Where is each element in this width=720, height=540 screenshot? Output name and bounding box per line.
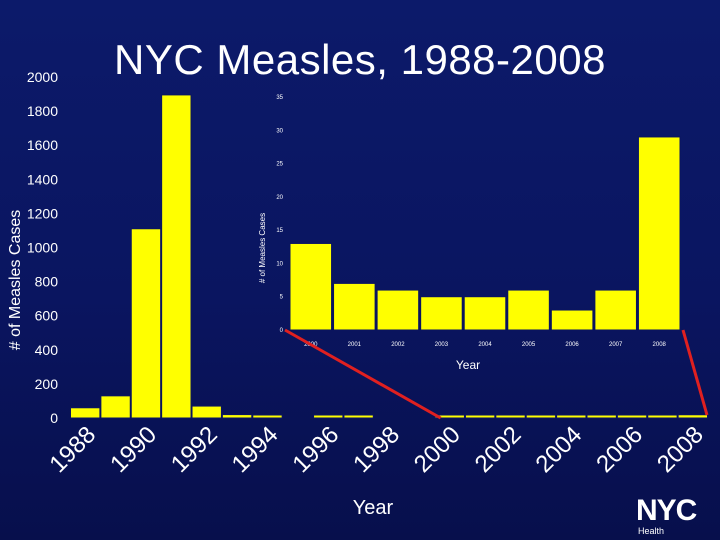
inset-x-tick-label: 2003 <box>435 342 449 348</box>
inset-bar-2003 <box>420 296 463 331</box>
inset-bar-2007 <box>594 289 637 331</box>
inset-bar-2005 <box>507 289 550 331</box>
main-bar-1990 <box>130 228 162 419</box>
inset-bar-2001 <box>333 282 376 331</box>
logo-text: NYC <box>636 494 697 527</box>
main-bar-2001 <box>464 414 496 419</box>
inset-x-tick-label: 2006 <box>565 342 579 348</box>
main-bar-1994 <box>252 414 283 419</box>
inset-x-tick-label: 2004 <box>478 342 492 348</box>
inset-x-axis: 200020012002200320042005200620072008 <box>304 342 666 348</box>
chart-title: NYC Measles, 1988-2008 <box>114 36 606 83</box>
inset-x-tick-label: 2008 <box>653 342 667 348</box>
main-y-tick-label: 1600 <box>27 137 58 153</box>
inset-y-tick-label: 35 <box>276 95 283 101</box>
main-bar-1993 <box>221 414 253 419</box>
main-x-axis-label: Year <box>353 497 394 519</box>
inset-x-tick-label: 2007 <box>609 342 623 348</box>
inset-y-tick-label: 10 <box>276 261 283 267</box>
main-y-tick-label: 1000 <box>27 240 58 256</box>
inset-y-axis-label: # of Measles Cases <box>258 213 267 283</box>
main-bar-1991 <box>161 94 192 419</box>
main-y-tick-label: 600 <box>35 308 59 324</box>
main-bar-2008 <box>677 414 708 419</box>
inset-x-tick-label: 2005 <box>522 342 536 348</box>
main-y-axis: 0 200 400 600 800 1000 1200 1400 1600 1800 2000 <box>27 69 58 426</box>
main-bar-2003 <box>525 414 557 419</box>
main-y-tick-label: 1400 <box>27 171 58 187</box>
zoom-line-left <box>284 328 442 420</box>
main-bars <box>70 94 708 419</box>
inset-bars <box>289 136 681 331</box>
main-y-tick-label: 200 <box>35 376 59 392</box>
main-y-tick-label: 400 <box>35 342 59 358</box>
inset-y-axis: 0 5 10 15 20 25 30 35 <box>276 95 283 334</box>
zoom-line-right <box>681 329 709 416</box>
inset-bar-2008 <box>637 136 681 331</box>
main-bar-2002 <box>495 414 526 419</box>
inset-y-tick-label: 15 <box>276 228 283 234</box>
inset-bar-2004 <box>463 296 507 331</box>
nyc-health-logo: NYC Health <box>636 494 718 537</box>
logo-subtext: Health <box>638 526 665 536</box>
main-bar-2005 <box>586 414 617 419</box>
main-y-tick-label: 2000 <box>27 69 58 85</box>
inset-y-tick-label: 25 <box>276 162 283 168</box>
inset-x-tick-label: 2002 <box>391 342 405 348</box>
main-y-tick-label: 1800 <box>27 103 58 119</box>
inset-bar-2000 <box>289 242 333 331</box>
main-bar-2004 <box>556 414 587 419</box>
main-y-tick-label: 0 <box>50 410 58 426</box>
inset-x-axis-label: Year <box>456 358 480 372</box>
inset-y-tick-label: 30 <box>276 128 283 134</box>
main-bar-1988 <box>70 407 101 419</box>
main-y-axis-label: # of Measles Cases <box>7 210 24 351</box>
main-y-tick-label: 1200 <box>27 205 58 221</box>
main-bar-1996 <box>313 414 344 419</box>
inset-x-tick-label: 2001 <box>348 342 362 348</box>
main-y-tick-label: 800 <box>35 274 59 290</box>
inset-y-tick-label: 0 <box>280 328 284 334</box>
inset-bar-2002 <box>376 289 420 331</box>
inset-y-tick-label: 5 <box>280 295 284 301</box>
main-bar-1997 <box>343 414 374 419</box>
main-bar-1989 <box>100 395 131 419</box>
main-bar-2007 <box>647 414 678 419</box>
inset-bar-2006 <box>550 309 594 331</box>
main-bar-1992 <box>191 405 222 419</box>
inset-y-tick-label: 20 <box>276 195 283 201</box>
main-bar-2006 <box>616 414 648 419</box>
